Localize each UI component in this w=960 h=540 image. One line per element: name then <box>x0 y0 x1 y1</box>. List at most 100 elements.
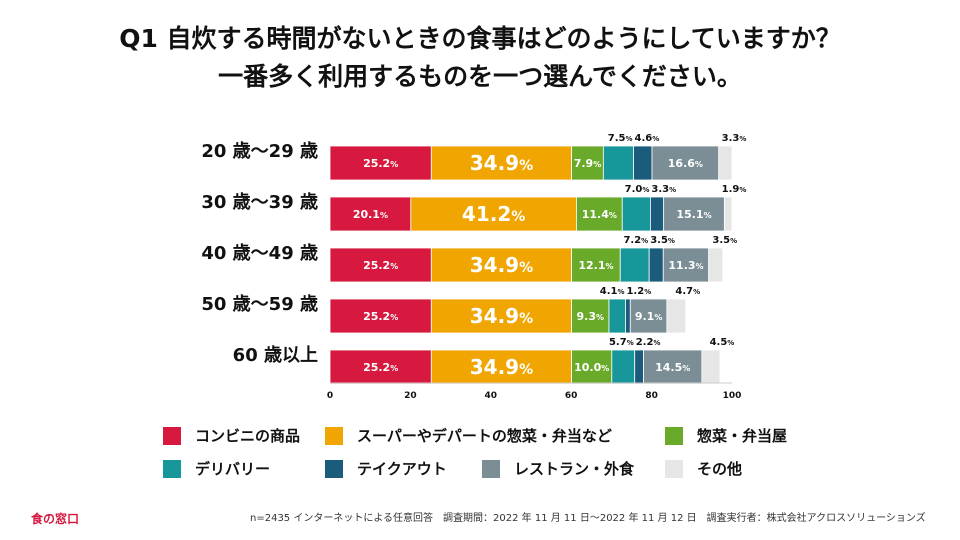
legend-item-restaurant: レストラン・外食 <box>482 458 634 479</box>
brand-logo: 食の窓口 <box>31 512 80 526</box>
bar-segment <box>619 247 650 283</box>
bar-segment <box>571 247 621 283</box>
x-tick-label: 40 <box>485 391 498 401</box>
category-label: 50 歳〜59 歳 <box>201 294 318 315</box>
data-label: 25.2% <box>363 259 398 272</box>
x-tick-label: 60 <box>565 391 578 401</box>
bar-segment <box>602 145 634 181</box>
bar-segment <box>723 196 733 232</box>
data-label: 4.1% <box>600 286 625 297</box>
category-label: 20 歳〜29 歳 <box>201 141 318 162</box>
bar-segment <box>708 247 724 283</box>
data-label: 9.1% <box>635 310 663 323</box>
data-label: 34.9% <box>470 355 533 379</box>
bar-segment <box>662 247 710 283</box>
legend-label-convenience: コンビニの商品 <box>195 427 301 445</box>
legend-swatch-convenience <box>163 426 181 445</box>
bar-segment <box>648 247 664 283</box>
legend-swatch-deli-shop <box>665 426 683 445</box>
legend-label-takeout: テイクアウト <box>357 460 447 478</box>
legend-item-supermarket: スーパーやデパートの惣菜・弁当など <box>325 425 612 446</box>
data-label: 10.0% <box>574 361 609 374</box>
data-label: 25.2% <box>363 361 398 374</box>
bar-segment <box>329 349 432 385</box>
data-label: 11.3% <box>668 259 703 272</box>
data-label: 3.3% <box>722 133 747 144</box>
bar-segment <box>430 298 573 334</box>
bar-segment <box>666 298 687 334</box>
data-label: 34.9% <box>470 151 533 175</box>
legend-swatch-takeout <box>325 459 343 478</box>
bar-segment <box>625 298 631 334</box>
x-tick-label: 0 <box>327 391 333 401</box>
data-label: 4.5% <box>710 337 735 348</box>
data-label: 34.9% <box>470 253 533 277</box>
legend-swatch-other <box>665 459 683 478</box>
legend-swatch-supermarket <box>325 426 343 445</box>
data-label: 25.2% <box>363 310 398 323</box>
bar-segment <box>633 145 653 181</box>
legend-label-other: その他 <box>697 460 743 478</box>
data-label: 1.2% <box>626 286 651 297</box>
bar-segment <box>649 196 665 232</box>
chart-title-line2: 一番多く利用するものを一つ選んでください。 <box>218 62 742 91</box>
data-label: 7.2% <box>623 235 648 246</box>
data-label: 1.9% <box>722 184 747 195</box>
data-label: 3.5% <box>712 235 737 246</box>
data-label: 34.9% <box>470 304 533 328</box>
bar-segment <box>410 196 577 232</box>
data-label: 41.2% <box>462 202 525 226</box>
legend-swatch-restaurant <box>482 459 500 478</box>
legend-item-delivery: デリバリー <box>163 458 270 479</box>
bar-segment <box>718 145 733 181</box>
legend-item-convenience: コンビニの商品 <box>163 425 300 446</box>
data-label: 20.1% <box>353 208 388 221</box>
bar-segment <box>430 349 573 385</box>
bar-segment <box>430 145 573 181</box>
legend-label-deli-shop: 惣菜・弁当屋 <box>697 427 788 445</box>
x-tick-label: 20 <box>404 391 417 401</box>
legend-swatch-delivery <box>163 459 181 478</box>
legend-label-delivery: デリバリー <box>195 460 271 478</box>
legend-item-takeout: テイクアウト <box>325 458 447 479</box>
bar-segment <box>571 349 613 385</box>
data-label: 7.0% <box>625 184 650 195</box>
data-label: 3.3% <box>651 184 676 195</box>
data-label: 7.9% <box>574 157 602 170</box>
bar-segment <box>643 349 703 385</box>
bar-segment <box>608 298 626 334</box>
legend-item-deli-shop: 惣菜・弁当屋 <box>665 425 787 446</box>
x-tick-label: 80 <box>645 391 658 401</box>
bar-segment <box>629 298 668 334</box>
category-label: 60 歳以上 <box>233 345 318 366</box>
survey-footnote: n=2435 インターネットによる任意回答 調査期間：2022 年 11 月 1… <box>250 513 926 524</box>
bar-segment <box>663 196 725 232</box>
data-label: 7.5% <box>608 133 633 144</box>
data-label: 25.2% <box>363 157 398 170</box>
data-label: 4.7% <box>675 286 700 297</box>
category-label: 40 歳〜49 歳 <box>201 243 318 264</box>
data-label: 4.6% <box>635 133 660 144</box>
data-label: 5.7% <box>609 337 634 348</box>
data-label: 3.5% <box>650 235 675 246</box>
data-label: 15.1% <box>676 208 711 221</box>
data-label: 9.3% <box>577 310 605 323</box>
data-label: 2.2% <box>636 337 661 348</box>
bar-segment <box>329 145 432 181</box>
chart-title-line1: Q1 自炊する時間がないときの食事はどのようにしていますか？ <box>119 24 841 53</box>
category-label: 30 歳〜39 歳 <box>201 192 318 213</box>
data-label: 12.1% <box>578 259 613 272</box>
legend-item-other: その他 <box>665 458 742 479</box>
bar-segment <box>430 247 573 283</box>
bar-segment <box>634 349 644 385</box>
bar-segment <box>576 196 623 232</box>
data-label: 14.5% <box>655 361 690 374</box>
bar-segment <box>329 196 412 232</box>
bar-segment <box>651 145 720 181</box>
bar-segment <box>611 349 636 385</box>
bar-segment <box>329 247 432 283</box>
bar-segment <box>621 196 651 232</box>
data-label: 11.4% <box>582 208 617 221</box>
legend-label-supermarket: スーパーやデパートの惣菜・弁当など <box>357 427 612 445</box>
legend-label-restaurant: レストラン・外食 <box>514 460 635 478</box>
